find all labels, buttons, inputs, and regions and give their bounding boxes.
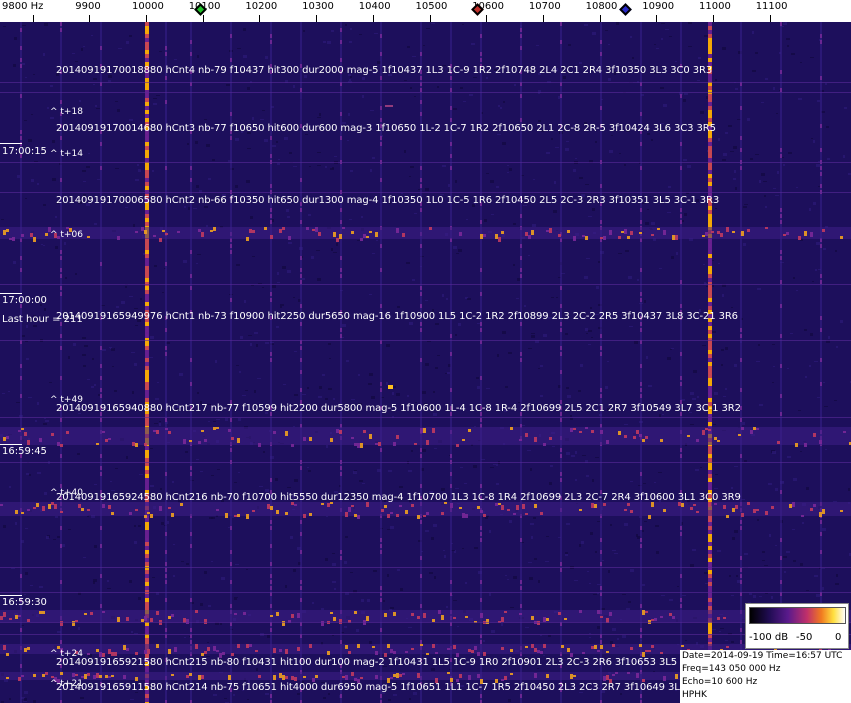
info-frequency: Freq=143 050 000 Hz xyxy=(682,664,781,674)
frequency-tick-label: 11100 xyxy=(755,1,788,12)
frequency-tick-label: 10500 xyxy=(415,1,448,12)
color-scale-bar xyxy=(749,607,846,624)
frequency-tick-mark xyxy=(656,15,658,22)
time-offset-tag: ^ t+40 xyxy=(50,488,83,498)
frequency-tick-mark xyxy=(542,15,544,22)
time-offset-tag: ^ t+24 xyxy=(50,649,83,659)
legend-max-label: 0 xyxy=(835,632,842,643)
time-label: 17:00:00 xyxy=(2,295,47,306)
last-hour-count: Last hour = 211 xyxy=(2,314,83,325)
info-panel: Date=2014-09-19 Time=16:57 UTC Freq=143 … xyxy=(680,650,851,703)
frequency-tick-label: 10900 xyxy=(642,1,675,12)
waterfall-canvas xyxy=(0,22,851,703)
frequency-tick-label: 10800 xyxy=(585,1,618,12)
detection-line: 20140919165911580 hCnt214 nb-75 f10651 h… xyxy=(56,682,702,693)
frequency-tick-mark xyxy=(486,15,488,22)
frequency-tick-label: 10300 xyxy=(302,1,334,12)
frequency-axis: 9800 Hz990010000101001020010300104001050… xyxy=(0,0,851,22)
frequency-tick-mark xyxy=(316,15,318,22)
time-offset-tag: ^ t+49 xyxy=(50,395,83,405)
time-tick xyxy=(0,293,22,294)
frequency-tick-mark xyxy=(259,15,261,22)
time-offset-tag: ^ t+06 xyxy=(50,230,83,240)
detection-line: 20140919170018880 hCnt4 nb-79 f10437 hit… xyxy=(56,65,713,76)
frequency-tick-mark xyxy=(599,15,601,22)
time-label: 17:00:15 xyxy=(2,146,47,157)
detection-line: 20140919170014680 hCnt3 nb-77 f10650 hit… xyxy=(56,123,716,134)
legend-mid-label: -50 xyxy=(796,632,813,643)
time-offset-tag: ^ t+18 xyxy=(50,107,83,117)
time-tick xyxy=(0,444,22,445)
time-offset-tag: ^ t+21 xyxy=(50,679,83,689)
info-station: HPHK xyxy=(682,690,707,700)
frequency-tick-mark xyxy=(769,15,771,22)
legend-min-label: -100 dB xyxy=(749,632,789,643)
time-offset-tag: ^ t+14 xyxy=(50,149,83,159)
detection-line: 20140919165924580 hCnt216 nb-70 f10700 h… xyxy=(56,492,741,503)
frequency-tick-mark xyxy=(202,15,204,22)
detection-line: 20140919165949976 hCnt1 nb-73 f10900 hit… xyxy=(56,311,738,322)
frequency-tick-mark xyxy=(89,15,91,22)
time-label: 16:59:45 xyxy=(2,446,47,457)
detection-line: 20140919165921580 hCnt215 nb-80 f10431 h… xyxy=(56,657,700,668)
color-scale-legend: -100 dB -50 0 xyxy=(745,603,849,649)
frequency-tick-label: 11000 xyxy=(699,1,731,12)
info-echo: Echo=10 600 Hz xyxy=(682,677,758,687)
time-tick xyxy=(0,595,22,596)
frequency-tick-mark xyxy=(713,15,714,22)
frequency-tick-mark xyxy=(32,15,34,22)
waterfall-display: 20140919170018880 hCnt4 nb-79 f10437 hit… xyxy=(0,22,851,703)
frequency-tick-label: 10400 xyxy=(358,1,391,12)
blue-marker[interactable] xyxy=(619,3,633,16)
frequency-tick-mark xyxy=(146,15,147,22)
frequency-tick-label: 9900 xyxy=(75,1,101,12)
frequency-tick-label: 10200 xyxy=(245,1,278,12)
detection-line: 20140919170006580 hCnt2 nb-66 f10350 hit… xyxy=(56,195,720,206)
frequency-tick-label: 9800 Hz xyxy=(2,1,44,12)
frequency-tick-label: 10000 xyxy=(132,1,164,12)
detection-line: 20140919165940880 hCnt217 nb-77 f10599 h… xyxy=(56,403,741,414)
frequency-tick-label: 10700 xyxy=(528,1,561,12)
frequency-tick-mark xyxy=(429,15,431,22)
info-date-time: Date=2014-09-19 Time=16:57 UTC xyxy=(682,651,843,661)
time-label: 16:59:30 xyxy=(2,597,47,608)
frequency-tick-mark xyxy=(372,15,374,22)
time-tick xyxy=(0,143,22,144)
frequency-tick-label: 10600 xyxy=(472,1,504,12)
